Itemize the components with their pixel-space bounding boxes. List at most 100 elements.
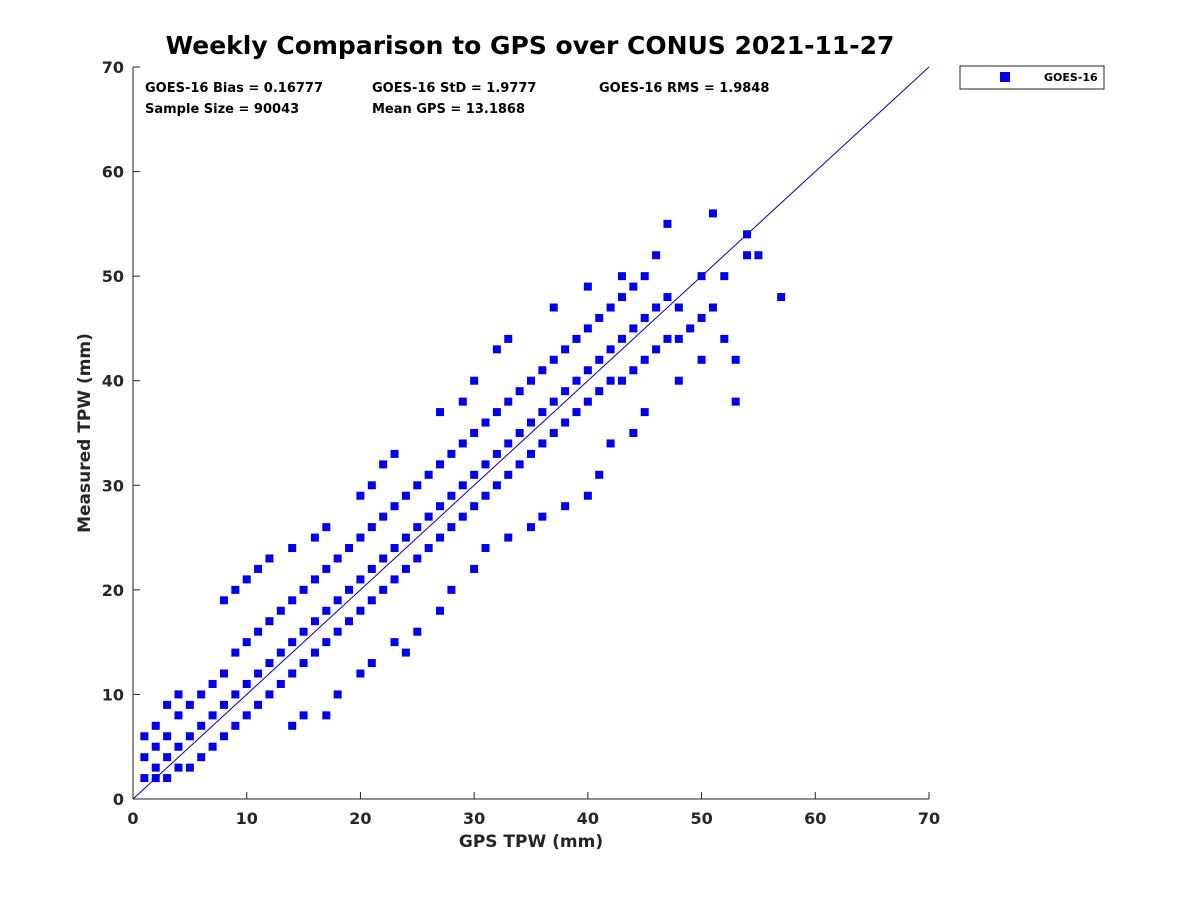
data-point — [197, 690, 206, 699]
data-point — [720, 272, 729, 281]
data-point — [390, 449, 399, 458]
data-point — [322, 523, 331, 532]
x-tick-label: 0 — [127, 809, 138, 828]
data-point — [231, 721, 240, 730]
data-point — [367, 481, 376, 490]
y-axis-label: Measured TPW (mm) — [75, 333, 95, 533]
data-point — [504, 470, 513, 479]
data-point — [310, 575, 319, 584]
data-point — [595, 470, 604, 479]
data-point — [629, 366, 638, 375]
data-point — [436, 460, 445, 469]
data-point — [492, 408, 501, 417]
data-point — [333, 554, 342, 563]
data-point — [470, 470, 479, 479]
data-point — [504, 397, 513, 406]
x-tick-label: 10 — [236, 809, 258, 828]
data-point — [413, 627, 422, 636]
data-point — [652, 345, 661, 354]
data-point — [595, 313, 604, 322]
data-point — [663, 334, 672, 343]
data-point — [617, 272, 626, 281]
data-point — [390, 502, 399, 511]
data-point — [617, 334, 626, 343]
data-point — [527, 418, 535, 427]
data-point — [265, 617, 274, 626]
data-point — [470, 502, 479, 511]
data-point — [561, 345, 570, 354]
data-point — [640, 313, 649, 322]
data-point — [185, 732, 194, 741]
bias-annotation: GOES-16 Bias = 0.16777 — [145, 81, 323, 96]
data-point — [674, 334, 683, 343]
data-point — [458, 512, 467, 521]
sample-size-annotation: Sample Size = 90043 — [145, 102, 299, 117]
data-point — [299, 627, 308, 636]
data-point — [345, 617, 354, 626]
data-point — [163, 700, 172, 709]
x-tick-label: 30 — [463, 809, 485, 828]
data-point — [356, 669, 365, 678]
data-point — [390, 544, 399, 553]
data-point — [185, 763, 194, 772]
data-point — [413, 554, 422, 563]
data-point — [515, 429, 524, 437]
legend: GOES-16 — [959, 65, 1105, 90]
data-point — [401, 564, 410, 573]
data-point — [322, 638, 331, 647]
data-point — [379, 460, 388, 469]
data-point — [595, 387, 604, 396]
data-point — [288, 721, 297, 730]
x-tick-label: 20 — [349, 809, 371, 828]
data-point — [310, 533, 319, 542]
data-point — [367, 659, 376, 668]
data-point — [219, 700, 228, 709]
data-point — [640, 272, 649, 281]
data-point — [640, 408, 649, 417]
data-point — [197, 753, 206, 762]
data-point — [470, 429, 479, 437]
data-point — [458, 439, 467, 448]
data-point — [151, 742, 160, 751]
data-point — [708, 209, 717, 218]
data-point — [379, 554, 388, 563]
data-point — [549, 397, 558, 406]
data-point — [447, 491, 456, 500]
data-point — [390, 638, 399, 647]
data-layer — [132, 66, 930, 800]
data-point — [458, 481, 467, 490]
data-point — [254, 669, 263, 678]
data-point — [549, 355, 558, 364]
data-point — [561, 418, 570, 427]
data-point — [288, 638, 297, 647]
data-point — [299, 711, 308, 720]
data-point — [572, 408, 581, 417]
data-point — [174, 742, 183, 751]
data-point — [504, 334, 513, 343]
data-point — [288, 544, 297, 553]
data-point — [583, 491, 592, 500]
data-point — [458, 397, 467, 406]
data-point — [219, 669, 228, 678]
data-point — [242, 711, 251, 720]
data-point — [583, 282, 592, 291]
mean-gps-annotation: Mean GPS = 13.1868 — [372, 102, 525, 117]
data-point — [242, 575, 251, 584]
data-point — [674, 303, 683, 312]
data-point — [447, 585, 456, 594]
data-point — [310, 648, 319, 657]
data-point — [583, 397, 592, 406]
data-point — [276, 679, 285, 688]
data-point — [219, 732, 228, 741]
data-point — [674, 376, 683, 385]
data-point — [356, 533, 365, 542]
data-point — [345, 585, 354, 594]
data-point — [322, 606, 331, 615]
data-point — [538, 512, 547, 521]
data-point — [538, 408, 547, 417]
data-point — [333, 690, 342, 699]
data-point — [254, 564, 263, 573]
data-point — [538, 366, 547, 375]
data-point — [527, 376, 535, 385]
data-point — [572, 334, 581, 343]
